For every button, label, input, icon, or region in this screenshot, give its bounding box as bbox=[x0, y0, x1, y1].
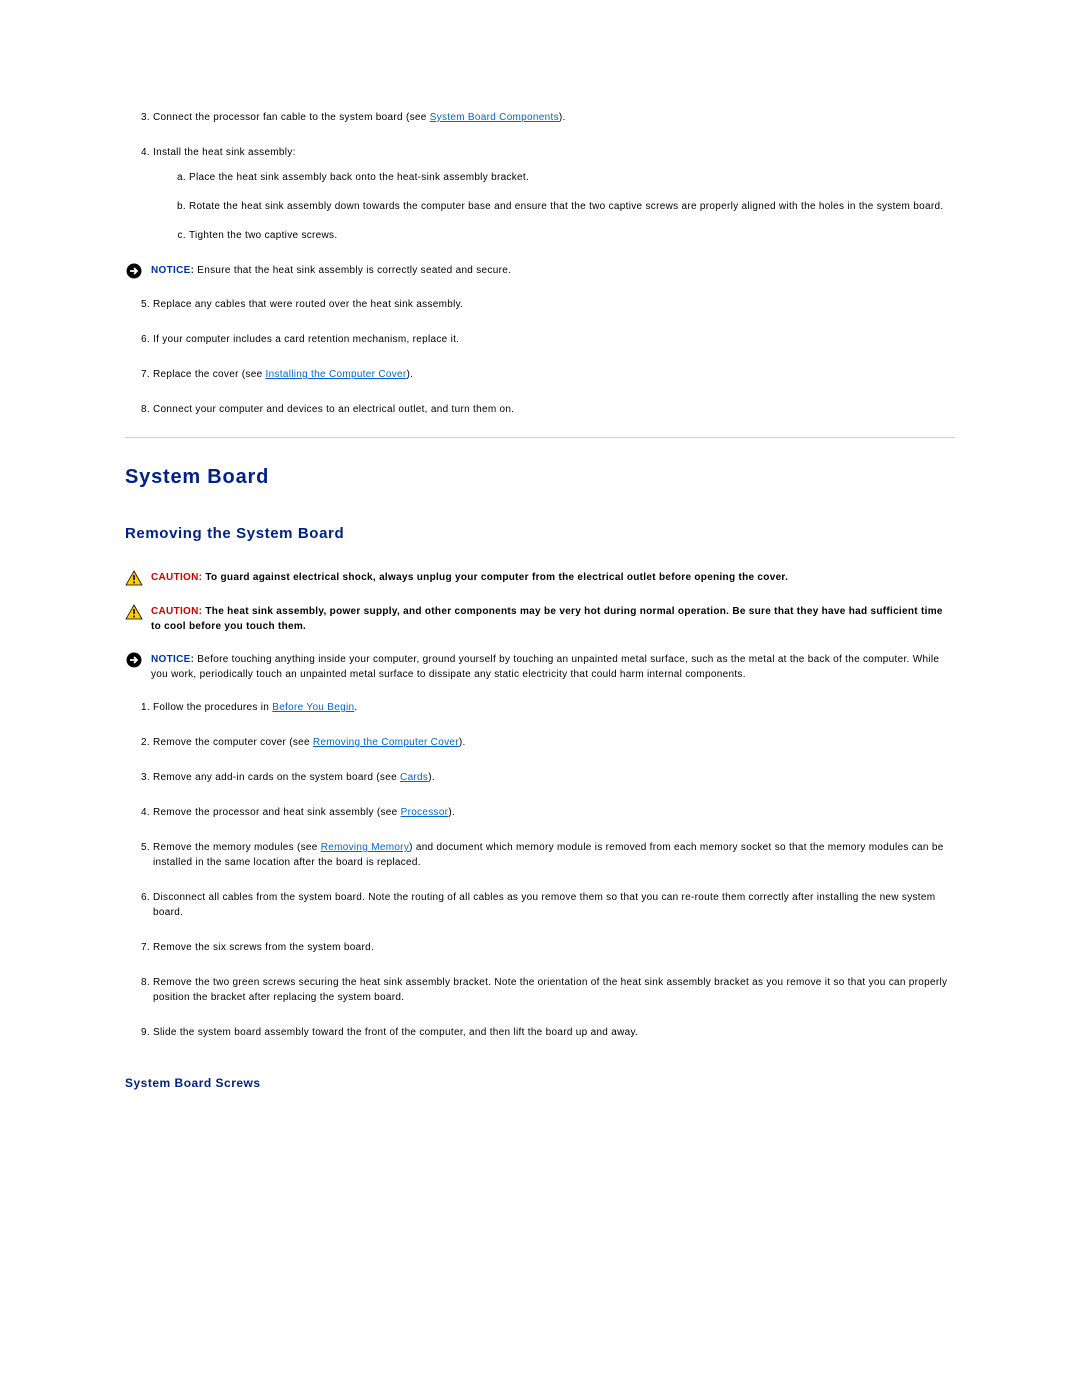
list-item: Remove the two green screws securing the… bbox=[153, 975, 955, 1005]
text: ). bbox=[407, 369, 414, 380]
text: Install the heat sink assembly: bbox=[153, 147, 296, 158]
text: Before touching anything inside your com… bbox=[151, 654, 939, 680]
notice-icon bbox=[125, 263, 143, 279]
text: . bbox=[354, 702, 357, 713]
list-item: Rotate the heat sink assembly down towar… bbox=[189, 199, 955, 214]
link-cards[interactable]: Cards bbox=[400, 772, 428, 783]
caution-icon bbox=[125, 604, 143, 620]
list-item: Remove the computer cover (see Removing … bbox=[153, 735, 955, 750]
caution-label: CAUTION: bbox=[151, 606, 202, 617]
list-item: Slide the system board assembly toward t… bbox=[153, 1025, 955, 1040]
text: Remove the computer cover (see bbox=[153, 737, 313, 748]
notice-text: NOTICE: Ensure that the heat sink assemb… bbox=[151, 263, 955, 278]
heading-system-board: System Board bbox=[125, 466, 955, 489]
caution-text: CAUTION: To guard against electrical sho… bbox=[151, 570, 955, 585]
notice-row: NOTICE: Before touching anything inside … bbox=[125, 652, 955, 682]
notice-row: NOTICE: Ensure that the heat sink assemb… bbox=[125, 263, 955, 279]
caution-icon bbox=[125, 570, 143, 586]
list-item: Install the heat sink assembly: Place th… bbox=[153, 145, 955, 243]
text: ). bbox=[459, 737, 466, 748]
text: Connect the processor fan cable to the s… bbox=[153, 112, 430, 123]
list-item: Follow the procedures in Before You Begi… bbox=[153, 700, 955, 715]
list-item: Remove any add-in cards on the system bo… bbox=[153, 770, 955, 785]
notice-icon bbox=[125, 652, 143, 668]
document-page: Connect the processor fan cable to the s… bbox=[0, 0, 1080, 1170]
caution-row: CAUTION: The heat sink assembly, power s… bbox=[125, 604, 955, 634]
link-removing-cover[interactable]: Removing the Computer Cover bbox=[313, 737, 459, 748]
notice-text: NOTICE: Before touching anything inside … bbox=[151, 652, 955, 682]
list-item: Place the heat sink assembly back onto t… bbox=[189, 170, 955, 185]
link-system-board-components[interactable]: System Board Components bbox=[430, 112, 559, 123]
text: ). bbox=[448, 807, 455, 818]
sub-ordered-list: Place the heat sink assembly back onto t… bbox=[153, 170, 955, 243]
text: The heat sink assembly, power supply, an… bbox=[151, 606, 943, 632]
separator bbox=[125, 437, 955, 438]
list-item: Remove the processor and heat sink assem… bbox=[153, 805, 955, 820]
text: Remove the processor and heat sink assem… bbox=[153, 807, 401, 818]
heading-system-board-screws: System Board Screws bbox=[125, 1076, 955, 1090]
list-item: Connect the processor fan cable to the s… bbox=[153, 110, 955, 125]
text: To guard against electrical shock, alway… bbox=[202, 572, 788, 583]
list-item: Remove the six screws from the system bo… bbox=[153, 940, 955, 955]
link-before-you-begin[interactable]: Before You Begin bbox=[272, 702, 354, 713]
notice-label: NOTICE: bbox=[151, 654, 194, 665]
list-item: Replace the cover (see Installing the Co… bbox=[153, 367, 955, 382]
list-item: Tighten the two captive screws. bbox=[189, 228, 955, 243]
link-processor[interactable]: Processor bbox=[401, 807, 449, 818]
list-item: Remove the memory modules (see Removing … bbox=[153, 840, 955, 870]
text: Replace the cover (see bbox=[153, 369, 266, 380]
link-installing-cover[interactable]: Installing the Computer Cover bbox=[266, 369, 407, 380]
caution-label: CAUTION: bbox=[151, 572, 202, 583]
text: Remove any add-in cards on the system bo… bbox=[153, 772, 400, 783]
text: ). bbox=[559, 112, 566, 123]
top-ordered-list: Connect the processor fan cable to the s… bbox=[125, 110, 955, 243]
mid-ordered-list: Replace any cables that were routed over… bbox=[125, 297, 955, 417]
list-item: Connect your computer and devices to an … bbox=[153, 402, 955, 417]
text: Ensure that the heat sink assembly is co… bbox=[194, 265, 511, 276]
caution-row: CAUTION: To guard against electrical sho… bbox=[125, 570, 955, 586]
text: Remove the memory modules (see bbox=[153, 842, 321, 853]
steps-ordered-list: Follow the procedures in Before You Begi… bbox=[125, 700, 955, 1040]
list-item: Replace any cables that were routed over… bbox=[153, 297, 955, 312]
caution-text: CAUTION: The heat sink assembly, power s… bbox=[151, 604, 955, 634]
link-removing-memory[interactable]: Removing Memory bbox=[321, 842, 409, 853]
text: ). bbox=[428, 772, 435, 783]
list-item: Disconnect all cables from the system bo… bbox=[153, 890, 955, 920]
heading-removing-system-board: Removing the System Board bbox=[125, 525, 955, 542]
notice-label: NOTICE: bbox=[151, 265, 194, 276]
text: Follow the procedures in bbox=[153, 702, 272, 713]
list-item: If your computer includes a card retenti… bbox=[153, 332, 955, 347]
